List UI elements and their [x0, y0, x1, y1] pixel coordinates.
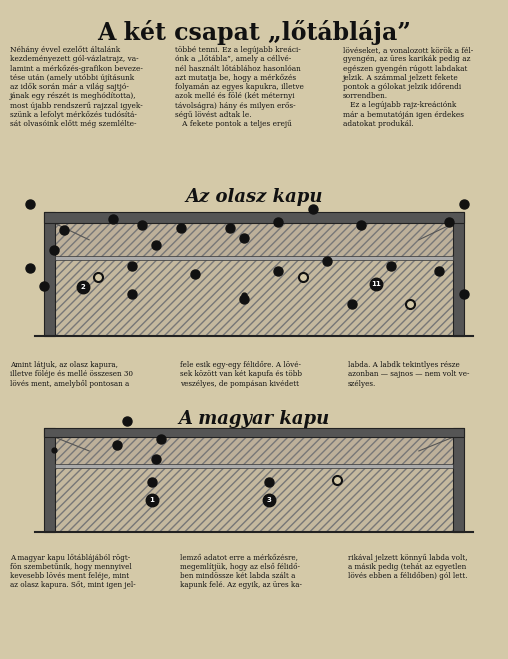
Text: rikával jelzett könnyű labda volt,
a másik pedig (tehát az egyetlen
lövés ebben : rikával jelzett könnyű labda volt, a más…: [348, 554, 467, 580]
Bar: [44, 428, 464, 438]
Bar: [55, 465, 453, 468]
Text: 3: 3: [266, 498, 271, 503]
Text: fele esik egy-egy félidőre. A lövé-
sek között van két kapufa és több
veszélyes,: fele esik egy-egy félidőre. A lövé- sek …: [180, 361, 302, 387]
Text: A két csapat „lőtáblája”: A két csapat „lőtáblája”: [97, 20, 411, 45]
Text: 2: 2: [81, 284, 86, 290]
Text: Néhány évvel ezelőtt általánk
kezdeményezett gól-vázlatrajz, va-
lamint a mérkőz: Néhány évvel ezelőtt általánk kezdeménye…: [10, 46, 143, 129]
Bar: [55, 436, 453, 466]
Bar: [44, 428, 55, 532]
Bar: [453, 428, 464, 532]
Bar: [453, 212, 464, 336]
Bar: [55, 256, 453, 260]
Text: 1: 1: [149, 498, 154, 503]
Bar: [55, 222, 453, 258]
Text: A magyar kapu lőtáblájából rögt-
fön szembetűnik, hogy mennyivel
kevesebb lövés : A magyar kapu lőtáblájából rögt- fön sze…: [10, 554, 136, 590]
Text: Az olasz kapu: Az olasz kapu: [185, 188, 323, 206]
Text: lövéseket, a vonalozott körök a fél-
gyengén, az üres karikák pedig az
egészen g: lövéseket, a vonalozott körök a fél- gye…: [343, 46, 473, 128]
Text: Amint látjuk, az olasz kapura,
illetve föléje és mellé összesen 30
lövés ment, a: Amint látjuk, az olasz kapura, illetve f…: [10, 361, 133, 387]
Text: A magyar kapu: A magyar kapu: [178, 410, 330, 428]
Text: 11: 11: [371, 281, 381, 287]
Bar: [55, 466, 453, 532]
Bar: [44, 212, 464, 223]
Text: többé tenni. Ez a legújabb kreáci-
ónk a „lőtábla”, amely a céllvé-
nél használt: többé tenni. Ez a legújabb kreáci- ónk a…: [175, 46, 304, 129]
Bar: [44, 212, 55, 336]
Text: lemző adatot erre a mérkőzésre,
megemlítjük, hogy az első félidő-
ben mindössze : lemző adatot erre a mérkőzésre, megemlít…: [180, 554, 302, 589]
Bar: [55, 258, 453, 336]
Text: labda. A labdk tekintlyes része
azonban — sajnos — nem volt ve-
szélyes.: labda. A labdk tekintlyes része azonban …: [348, 361, 469, 387]
